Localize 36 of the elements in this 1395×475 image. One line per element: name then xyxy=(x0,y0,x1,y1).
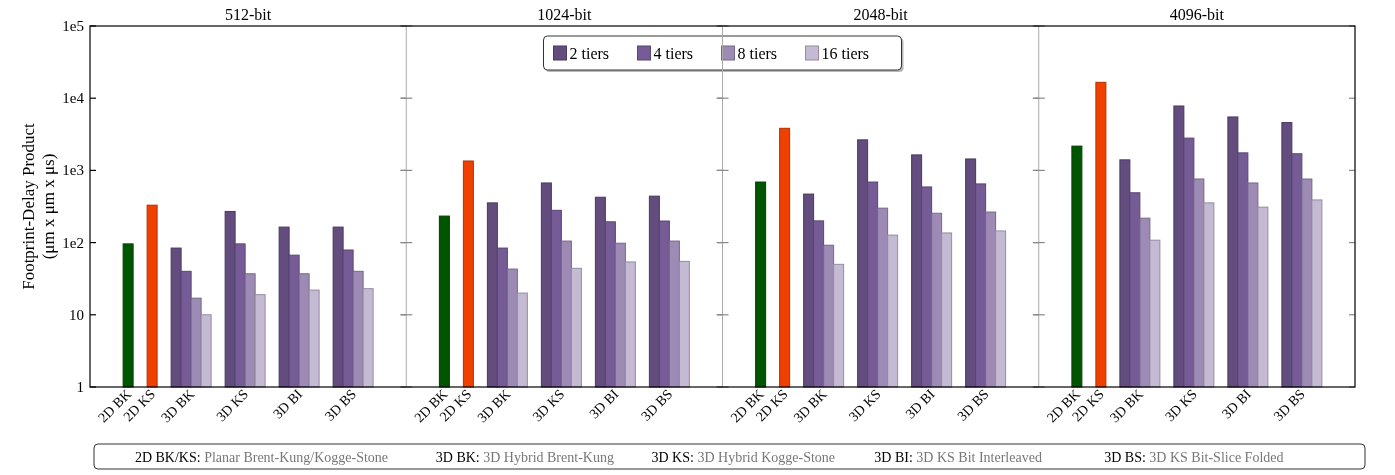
y-tick-label: 1e3 xyxy=(62,162,84,179)
x-tick-label: 3D BI xyxy=(270,386,306,422)
y-axis-title: Footprint-Delay Product (μm x μm x μs) xyxy=(19,122,58,290)
text: 3D BS: 3D KS Bit-Slice Folded xyxy=(1104,450,1284,465)
x-tick-label: 3D BS xyxy=(1270,386,1308,424)
x-tick-label: 3D BK xyxy=(158,386,198,426)
x-tick-label: 3D BS xyxy=(954,386,992,424)
chart-title: 4096-bit xyxy=(1169,6,1225,23)
x-tick-label: 3D KS xyxy=(845,386,884,425)
chart-title: 1024-bit xyxy=(537,6,593,23)
x-tick-label: 3D KS xyxy=(529,386,568,425)
text: 3D BI: 3D KS Bit Interleaved xyxy=(874,450,1042,465)
y-tick-label: 1e4 xyxy=(62,90,85,107)
legend-label: 2 tiers xyxy=(569,45,610,62)
y-tick-label: 1 xyxy=(76,379,84,395)
y-tick-label: 1e2 xyxy=(62,234,84,251)
legend-label: 8 tiers xyxy=(737,45,778,62)
y-tick-label: 10 xyxy=(69,306,84,323)
y-tick-label: 1e5 xyxy=(62,18,84,34)
x-tick-label: 3D BK xyxy=(790,386,830,426)
text: 2D BK/KS: Planar Brent-Kung/Kogge-Stone xyxy=(134,450,389,465)
text: 3D BK: 3D Hybrid Brent-Kung xyxy=(435,450,614,465)
x-tick-label: 3D KS xyxy=(1162,386,1200,425)
x-tick-label: 3D BI xyxy=(586,386,622,422)
x-tick-label: 3D BK xyxy=(474,386,514,426)
legend-label: 4 tiers xyxy=(653,45,694,62)
chart-title: 2048-bit xyxy=(853,6,909,23)
x-tick-label: 3D BK xyxy=(1107,386,1146,426)
x-tick-label: 3D BI xyxy=(902,386,938,422)
x-tick-label: 3D KS xyxy=(213,386,252,425)
chart-title: 512-bit xyxy=(225,6,272,23)
x-tick-label: 3D BS xyxy=(638,386,676,424)
x-tick-label: 3D BS xyxy=(321,386,360,424)
x-tick-label: 3D BI xyxy=(1218,386,1255,422)
text: 3D KS: 3D Hybrid Kogge-Stone xyxy=(651,450,836,465)
legend-label: 16 tiers xyxy=(821,45,870,62)
